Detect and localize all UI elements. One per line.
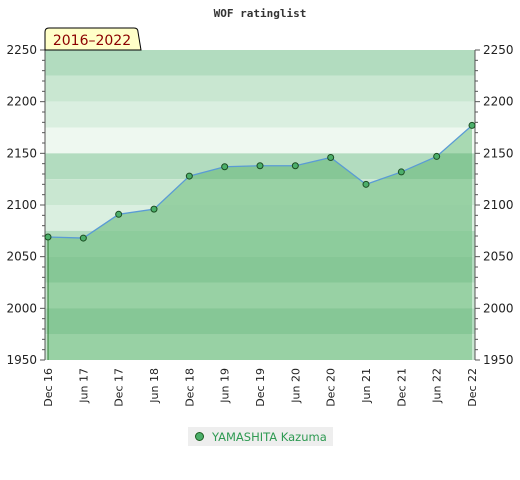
x-tick-label: Jun 18 [148,368,161,404]
data-point [397,168,405,176]
x-tick-label: Dec 19 [254,368,267,407]
y-axis-right-labels: 2250 2200 2150 2100 2050 2000 1950 [483,43,514,367]
legend: YAMASHITA Kazuma [188,427,333,446]
x-tick-label: Jun 20 [289,368,302,404]
axes [40,49,480,361]
data-point [115,210,123,218]
data-point [291,162,299,170]
legend-marker-icon [195,432,204,441]
chart-title: WOF ratinglist [214,7,307,20]
data-point [44,233,52,241]
y-tick-label-left: 2100 [6,198,37,212]
data-point [362,180,370,188]
data-point [256,162,264,170]
y-tick-label-left: 2150 [6,146,37,160]
data-point [150,205,158,213]
y-tick-label-left: 2050 [6,250,37,264]
x-tick-label: Dec 21 [395,368,408,407]
area-fill [48,125,472,360]
y-tick-label-right: 2200 [483,95,514,109]
background-band [45,75,475,102]
x-tick-label: Dec 22 [466,368,479,407]
area-stripe [48,256,472,283]
data-point [433,152,441,160]
x-tick-label: Jun 17 [77,368,90,404]
y-tick-label-left: 2250 [6,43,37,57]
x-tick-label: Dec 17 [113,368,126,407]
x-tick-label: Dec 16 [42,368,55,407]
x-tick-label: Dec 20 [325,368,338,407]
x-axis-labels: Dec 16 Jun 17 Dec 17 Jun 18 Dec 18 Jun 19 Dec … [42,368,479,407]
data-point [468,121,476,129]
x-tick-label: Jun 21 [360,368,373,404]
y-tick-label-right: 2000 [483,301,514,315]
background-band [45,127,475,154]
y-tick-label-right: 2150 [483,146,514,160]
y-axis-left-labels: 2250 2200 2150 2100 2050 2000 1950 [6,43,37,367]
y-tick-label-right: 2250 [483,43,514,57]
x-tick-label: Jun 22 [431,368,444,404]
data-points [44,121,476,242]
y-tick-label-left: 1950 [6,353,37,367]
area-stripe [48,308,472,335]
y-tick-label-left: 2000 [6,301,37,315]
y-tick-label-left: 2200 [6,95,37,109]
y-tick-label-right: 2100 [483,198,514,212]
data-point [185,172,193,180]
data-point [221,163,229,171]
y-tick-label-right: 1950 [483,353,514,367]
year-range-text: 2016–2022 [53,33,131,49]
data-point [79,234,87,242]
background-band [45,50,475,76]
background-band [45,101,475,128]
data-point [327,153,335,161]
y-tick-label-right: 2050 [483,250,514,264]
year-range-badge: 2016–2022 [44,27,142,51]
legend-series-name: YAMASHITA Kazuma [212,429,327,444]
x-tick-label: Jun 19 [219,368,232,404]
x-tick-label: Dec 18 [183,368,196,407]
